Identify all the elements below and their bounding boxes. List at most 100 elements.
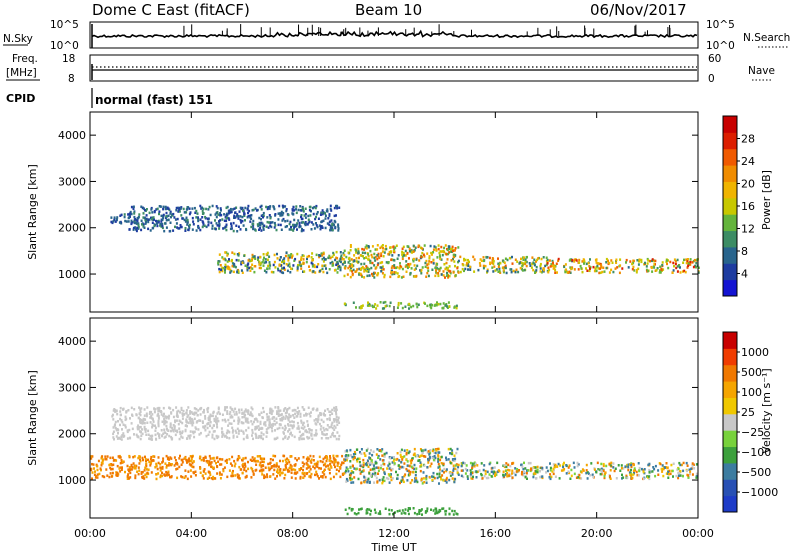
echo-point (332, 263, 335, 267)
echo-point (428, 255, 431, 258)
echo-point (587, 261, 590, 265)
echo-point (426, 304, 429, 308)
echo-point (298, 221, 301, 225)
echo-point (407, 509, 410, 512)
echo-point (350, 472, 353, 475)
echo-point (563, 468, 566, 471)
echo-point (231, 431, 234, 434)
echo-point (563, 461, 565, 465)
echo-point (534, 472, 537, 475)
echo-point (358, 457, 361, 460)
echo-point (100, 461, 103, 465)
echo-point (569, 477, 572, 480)
echo-point (253, 255, 256, 258)
echo-point (315, 212, 318, 216)
echo-point (240, 221, 243, 224)
echo-point (321, 257, 324, 261)
echo-point (133, 408, 136, 411)
echo-point (214, 213, 217, 216)
echo-point (274, 266, 277, 269)
echo-point (475, 476, 478, 479)
echo-point (250, 217, 253, 220)
echo-point (542, 268, 545, 272)
echo-point (290, 431, 292, 435)
echo-point (473, 270, 476, 273)
echo-point (504, 266, 507, 270)
echo-point (381, 481, 384, 485)
echo-point (667, 259, 669, 262)
colorbar-tick-label: 16 (741, 200, 755, 213)
echo-point (144, 418, 147, 421)
echo-point (648, 468, 651, 472)
echo-point (400, 276, 403, 279)
echo-point (603, 476, 606, 480)
echo-point (196, 212, 199, 215)
echo-point (315, 464, 318, 468)
echo-point (341, 454, 344, 458)
echo-point (366, 508, 369, 511)
echo-point (195, 427, 198, 431)
echo-point (399, 465, 402, 469)
echo-point (113, 216, 116, 219)
echo-point (374, 474, 377, 477)
echo-point (96, 476, 99, 479)
echo-point (112, 463, 115, 466)
echo-point (471, 464, 474, 468)
cpid-label: CPID (6, 92, 35, 105)
echo-point (442, 270, 445, 273)
echo-point (321, 460, 324, 464)
echo-point (122, 423, 125, 426)
echo-point (258, 266, 261, 270)
echo-point (464, 267, 467, 271)
echo-point (401, 257, 404, 261)
echo-point (579, 264, 582, 268)
colorbar-segment (723, 364, 737, 382)
echo-point (511, 472, 513, 475)
echo-point (445, 456, 447, 459)
echo-point (116, 216, 119, 219)
echo-point (284, 225, 287, 229)
echo-point (397, 303, 400, 307)
echo-point (558, 477, 561, 480)
echo-point (343, 302, 346, 305)
echo-point (257, 460, 259, 463)
echo-point (156, 407, 159, 410)
echo-point (178, 427, 181, 430)
echo-point (557, 259, 560, 262)
echo-point (144, 218, 147, 222)
echo-point (258, 434, 261, 438)
echo-point (259, 255, 262, 259)
echo-point (278, 414, 281, 417)
echo-point (202, 411, 205, 414)
echo-point (342, 258, 345, 261)
echo-point (310, 256, 313, 259)
echo-point (449, 250, 452, 253)
echo-point (286, 269, 289, 273)
echo-point (272, 263, 275, 267)
echo-point (264, 258, 267, 261)
echo-point (421, 513, 423, 516)
echo-point (301, 207, 304, 210)
echo-point (355, 458, 358, 462)
echo-point (392, 459, 395, 463)
echo-point (148, 211, 151, 215)
echo-point (414, 246, 417, 249)
echo-point (349, 245, 352, 248)
echo-point (190, 457, 193, 461)
echo-point (380, 266, 383, 269)
echo-point (141, 223, 143, 226)
echo-point (121, 466, 123, 469)
echo-point (322, 457, 325, 461)
echo-point (438, 482, 440, 485)
echo-point (390, 509, 393, 512)
echo-point (248, 209, 251, 213)
echo-point (206, 477, 209, 480)
echo-point (193, 417, 196, 421)
echo-point (220, 473, 223, 476)
echo-point (217, 460, 220, 463)
xtick-label: 08:00 (277, 527, 309, 540)
echo-point (229, 271, 232, 274)
echo-point (283, 477, 286, 480)
echo-point (660, 268, 663, 271)
echo-point (169, 422, 172, 425)
